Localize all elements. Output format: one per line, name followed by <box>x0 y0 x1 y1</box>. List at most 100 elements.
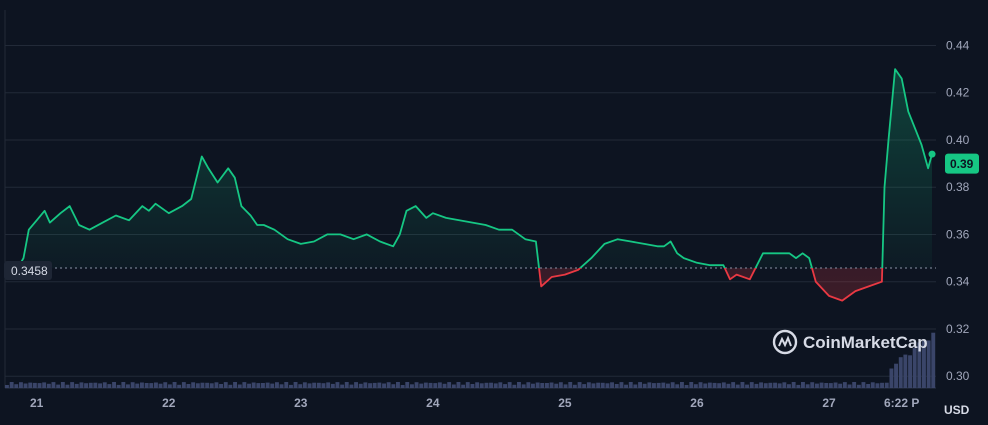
price-point <box>808 257 810 259</box>
current-price-badge: 0.39 <box>945 153 979 174</box>
volume-bar <box>801 382 805 388</box>
price-point <box>88 229 91 231</box>
price-lines <box>4 68 936 302</box>
volume-bar <box>484 382 489 388</box>
volume-bar <box>745 384 749 388</box>
volume-bar <box>572 384 577 388</box>
price-point <box>141 205 143 207</box>
price-point <box>788 252 791 254</box>
coinmarketcap-watermark: CoinMarketCap <box>772 329 928 355</box>
price-point <box>709 264 711 266</box>
volume-bar <box>172 382 177 388</box>
price-point <box>458 219 460 221</box>
volume-bar <box>275 382 279 388</box>
price-point <box>69 205 71 207</box>
volume-bar <box>293 382 298 388</box>
volume-bar <box>428 382 433 388</box>
volume-bar <box>675 384 680 388</box>
price-area-above-baseline <box>17 69 932 268</box>
volume-bar <box>316 382 321 388</box>
volume-bar <box>498 382 503 388</box>
volume-bar <box>372 382 377 388</box>
volume-bar <box>735 384 740 388</box>
volume-bar <box>256 383 261 388</box>
volume-bar <box>517 382 521 388</box>
volume-bar <box>507 382 512 388</box>
volume-bar <box>884 382 889 388</box>
price-point <box>445 217 447 219</box>
volume-bar <box>107 384 112 388</box>
volume-bar <box>414 382 419 388</box>
volume-bar <box>205 382 210 388</box>
volume-bar <box>805 384 810 388</box>
volume-bar <box>926 340 931 388</box>
volume-bar <box>605 383 610 388</box>
y-tick-label: 0.44 <box>946 38 970 52</box>
volume-bar <box>773 382 777 388</box>
volume-bar <box>326 382 331 388</box>
x-tick-label: 21 <box>30 396 44 410</box>
volume-bar <box>842 382 847 388</box>
volume-bar <box>554 383 559 388</box>
volume-bar <box>130 382 135 388</box>
volume-bar <box>707 382 712 388</box>
price-point <box>894 68 896 70</box>
volume-bar <box>912 348 917 388</box>
volume-bar <box>815 383 819 388</box>
volume-bar <box>233 382 237 388</box>
price-point <box>415 205 417 207</box>
x-tick-label: 6:22 P <box>884 396 919 410</box>
currency-unit-label: USD <box>944 403 970 417</box>
coinmarketcap-logo-icon <box>772 329 798 355</box>
y-tick-label: 0.34 <box>946 275 970 289</box>
volume-bar <box>79 382 84 388</box>
volume-bar <box>666 383 670 388</box>
volume-bar <box>42 382 47 388</box>
volume-bar <box>112 382 116 388</box>
price-point <box>630 240 632 243</box>
volume-bar <box>14 384 19 388</box>
y-axis-labels: 0.30 0.32 0.34 0.36 0.38 0.40 0.42 0.44 <box>946 38 970 383</box>
price-point <box>927 167 929 169</box>
volume-bar <box>777 383 782 388</box>
price-point <box>815 281 817 283</box>
price-point <box>749 278 751 280</box>
volume-bar <box>582 384 587 388</box>
price-area-below-baseline <box>5 267 932 301</box>
price-point <box>663 245 665 247</box>
y-tick-label: 0.32 <box>946 322 970 336</box>
volume-bar <box>298 384 303 388</box>
volume-bar <box>456 382 461 388</box>
baseline-value-label: 0.3458 <box>11 264 48 278</box>
volume-bar <box>177 384 182 388</box>
price-point <box>775 252 777 254</box>
volume-bar <box>223 382 228 388</box>
y-tick-label: 0.38 <box>946 180 970 194</box>
volume-bar <box>279 384 284 388</box>
price-point <box>729 278 731 280</box>
volume-bar <box>442 383 447 388</box>
volume-bar <box>149 383 154 388</box>
volume-bar <box>903 354 908 388</box>
volume-bar <box>191 382 196 388</box>
price-point <box>683 257 685 259</box>
volume-bar <box>703 383 708 388</box>
price-point <box>432 212 434 214</box>
volume-bar <box>237 384 242 388</box>
volume-bar <box>684 385 689 388</box>
y-tick-label: 0.40 <box>946 133 970 147</box>
volume-bar <box>721 382 726 388</box>
volume-bar <box>405 382 410 388</box>
price-point <box>181 205 183 207</box>
volume-bar <box>726 383 731 388</box>
volume-bar <box>368 383 372 388</box>
volume-bar <box>638 382 642 388</box>
price-point <box>907 110 909 113</box>
volume-bar <box>535 382 540 388</box>
volume-bar <box>451 384 456 388</box>
volume-bar <box>545 383 549 388</box>
volume-bar <box>335 382 340 388</box>
price-point <box>920 144 923 146</box>
price-point <box>240 205 242 207</box>
